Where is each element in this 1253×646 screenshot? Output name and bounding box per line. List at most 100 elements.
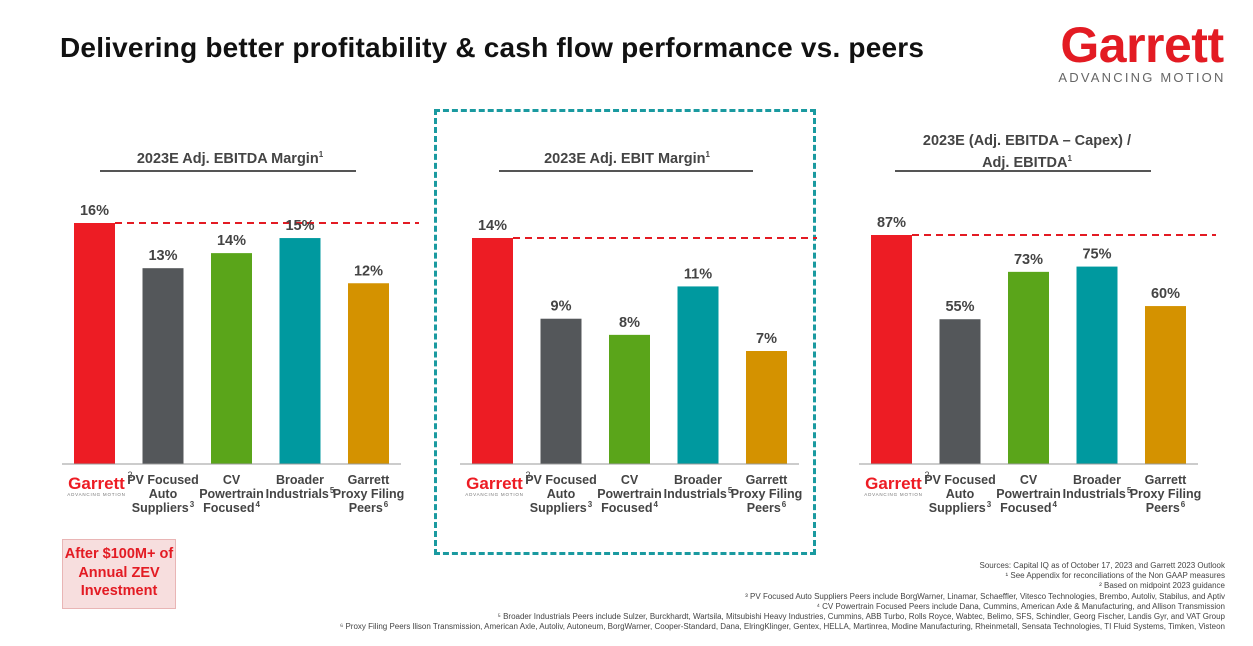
category-label-proxy-line1: Garrett [348,473,391,487]
category-sup-broader: 5 [1127,486,1132,495]
category-sup-pv: 3 [190,500,195,509]
bar-proxy [1145,306,1186,464]
category-label-garrett: Garrett [466,474,523,493]
garrett-logo: Garrett ADVANCING MOTION [1052,18,1232,85]
bar-pv [540,318,582,464]
category-sup-garrett: 2 [925,470,930,480]
bar-cv [1008,271,1049,464]
footnote-sources: Sources: Capital IQ as of October 17, 20… [979,561,1225,570]
category-sup-pv: 3 [588,500,593,509]
category-label-proxy-line2: Proxy Filing [731,487,803,501]
bar-value-label-proxy: 7% [756,331,777,347]
category-label-pv-line3: Suppliers3 [132,500,195,515]
chart-title-rule [895,170,1151,172]
category-label-cv-line1: CV [223,473,241,487]
bar-pv [142,268,184,464]
bar-value-label-cv: 8% [619,315,640,331]
category-label-pv-line2: Auto [946,487,975,501]
bar-value-label-garrett: 87% [877,215,906,231]
chart-title-rule [100,170,356,172]
category-label-proxy-line3: Peers6 [349,500,389,515]
category-label-broader-line1: Broader [674,473,722,487]
category-label-pv-line2: Auto [547,487,576,501]
chart-panel-capex-conversion: 2023E (Adj. EBITDA – Capex) / Adj. EBITD… [837,100,1217,570]
category-label-pv-line1: PV Focused [924,473,996,487]
bar-value-label-proxy: 12% [354,263,383,279]
bar-pv [939,319,981,464]
chart-title-rule [499,170,753,172]
bar-proxy [746,351,787,464]
logo-tagline: ADVANCING MOTION [1058,70,1226,85]
bar-garrett [871,235,912,464]
category-label-pv-line3: Suppliers3 [530,500,593,515]
category-label-cv-line2: Powertrain [597,487,662,501]
bar-value-label-proxy: 60% [1151,286,1180,302]
ebit-highlight-box [434,109,816,555]
category-label-proxy-line3: Peers6 [747,500,787,515]
category-sup-proxy: 6 [1181,500,1186,509]
category-label-proxy-line1: Garrett [1145,473,1188,487]
bar-garrett [472,238,513,464]
footnote-6: ⁶ Proxy Filing Peers llison Transmission… [339,622,1225,632]
category-label-broader-line2: Industrials5 [664,486,733,501]
bar-value-label-garrett: 14% [478,218,507,234]
footnotes: Sources: Capital IQ as of October 17, 20… [340,561,1225,632]
category-garrett-tagline: ADVANCING MOTION [864,492,922,497]
category-label-cv-line1: CV [1020,473,1038,487]
bar-value-label-pv: 13% [148,248,177,264]
category-garrett-tagline: ADVANCING MOTION [67,492,125,497]
chart-panel-ebit-margin: 2023E Adj. EBIT Margin1 14% 9% 8% 11% 7% Garr… [437,100,817,570]
footnote-3: ³ PV Focused Auto Suppliers Peers includ… [745,591,1225,601]
category-label-pv-line3: Suppliers3 [929,500,992,515]
category-label-pv-line1: PV Focused [525,473,597,487]
category-label-garrett: Garrett [68,474,125,493]
category-label-proxy-line2: Proxy Filing [1130,487,1202,501]
category-label-broader-line2: Industrials5 [1063,486,1132,501]
category-label-pv-line2: Auto [149,487,178,501]
category-garrett-tagline: ADVANCING MOTION [465,492,523,497]
category-label-broader-line1: Broader [1073,473,1121,487]
chart-title: 2023E (Adj. EBITDA – Capex) / Adj. EBITD… [922,133,1132,171]
category-label-broader-line2: Industrials5 [266,486,335,501]
bar-cv [609,334,650,464]
category-sup-garrett: 2 [526,470,531,480]
footnote-2: ² Based on midpoint 2023 guidance [1099,581,1225,591]
category-sup-cv: 4 [1052,500,1057,509]
category-label-cv-line3: Focused4 [203,500,260,515]
bar-value-label-broader: 11% [684,266,712,282]
page-title: Delivering better profitability & cash f… [60,32,925,63]
category-sup-broader: 5 [330,486,335,495]
category-sup-garrett: 2 [128,470,133,480]
footnote-4: ⁴ CV Powertrain Focused Peers include Da… [816,601,1225,611]
category-label-proxy-line2: Proxy Filing [333,487,405,501]
category-sup-broader: 5 [728,486,733,495]
category-label-garrett: Garrett [865,474,922,493]
category-sup-cv: 4 [653,500,658,509]
category-label-pv-line1: PV Focused [127,473,199,487]
category-label-cv-line1: CV [621,473,639,487]
bar-value-label-broader: 75% [1082,247,1111,263]
bar-broader [677,286,719,464]
bar-proxy [348,283,389,464]
bar-broader [1076,266,1118,464]
category-sup-cv: 4 [255,500,260,509]
category-label-broader-line1: Broader [276,473,324,487]
category-sup-pv: 3 [987,500,992,509]
bar-value-label-garrett: 16% [80,203,109,219]
chart-title: 2023E Adj. EBITDA Margin1 [136,150,324,167]
footnote-1: ¹ See Appendix for reconciliations of th… [1005,571,1225,581]
bar-value-label-cv: 14% [217,233,246,249]
chart-title: 2023E Adj. EBIT Margin1 [544,150,710,167]
category-label-proxy-line1: Garrett [746,473,789,487]
bar-value-label-pv: 9% [551,299,572,315]
category-label-cv-line2: Powertrain [199,487,264,501]
bar-value-label-broader: 15% [285,218,314,234]
category-sup-proxy: 6 [384,500,389,509]
chart-panel-ebitda-margin: 2023E Adj. EBITDA Margin1 16% 13% 14% 15% 12… [40,100,420,570]
footnote-5: ⁵ Broader Industrials Peers include Sulz… [497,612,1225,622]
category-label-proxy-line3: Peers6 [1146,500,1186,515]
bar-broader [279,238,321,464]
